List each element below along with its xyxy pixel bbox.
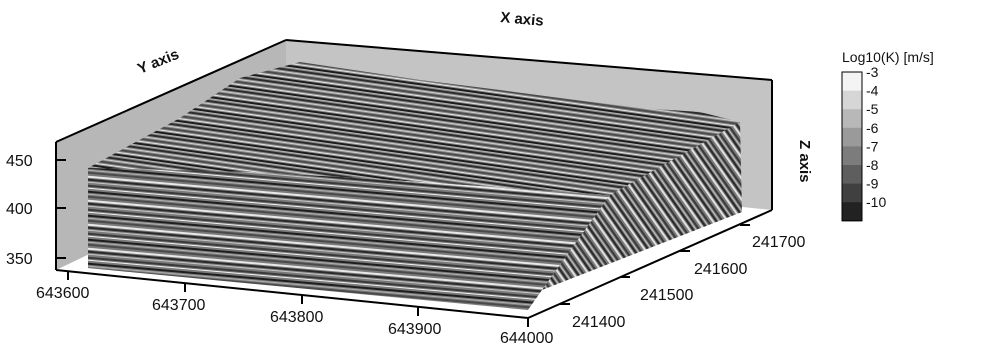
y-axis-ticks: [560, 224, 750, 305]
legend-level-label: -4: [866, 83, 879, 99]
x-tick-label-643700: 643700: [152, 297, 205, 314]
frame: [55, 39, 773, 319]
legend-swatch: [842, 72, 862, 92]
y-tick-label-241600: 241600: [694, 261, 747, 278]
legend-swatch: [842, 127, 862, 147]
z-tick-label-350: 350: [6, 251, 33, 268]
z-tick-label-400: 400: [6, 201, 33, 218]
legend-level-label: -8: [866, 157, 879, 173]
y-tick-label-241500: 241500: [640, 287, 693, 304]
y-axis-title: Y axis: [135, 46, 181, 78]
legend-swatch: [842, 165, 862, 185]
legend-level-label: -7: [866, 138, 879, 154]
x-tick-label-643600: 643600: [36, 285, 89, 302]
z-axis-title: Z axis: [796, 140, 813, 183]
legend-swatch: [842, 202, 862, 222]
legend-level-label: -6: [866, 120, 879, 136]
x-tick-label-644000: 644000: [500, 330, 553, 344]
z-tick-label-450: 450: [6, 153, 33, 170]
legend-outline: [841, 71, 863, 222]
block-front-face: [88, 168, 610, 310]
x-tick-label-643800: 643800: [270, 309, 323, 326]
legend-swatch: [842, 183, 862, 203]
legend-level-label: -5: [866, 101, 879, 117]
z-axis-ticks: [56, 159, 66, 259]
legend-level-label: -9: [866, 176, 879, 192]
legend-swatch: [842, 146, 862, 166]
legend-level-label: -10: [866, 194, 886, 210]
legend-level-label: -3: [866, 64, 879, 80]
legend-swatch: [842, 90, 862, 110]
block-top-surface: [88, 62, 740, 195]
legend-color-bar: [841, 71, 863, 222]
legend-labels: -3 -4 -5 -6 -7 -8 -9 -10: [866, 64, 886, 210]
x-axis-ticks: [67, 271, 529, 327]
y-tick-label-241400: 241400: [572, 314, 625, 331]
legend-title: Log10(K) [m/s]: [842, 49, 934, 65]
y-tick-label-241700: 241700: [752, 234, 805, 251]
x-tick-label-643900: 643900: [388, 321, 441, 338]
legend-swatch: [842, 109, 862, 129]
x-axis-title: X axis: [500, 9, 545, 30]
block-right-face: [542, 122, 742, 290]
